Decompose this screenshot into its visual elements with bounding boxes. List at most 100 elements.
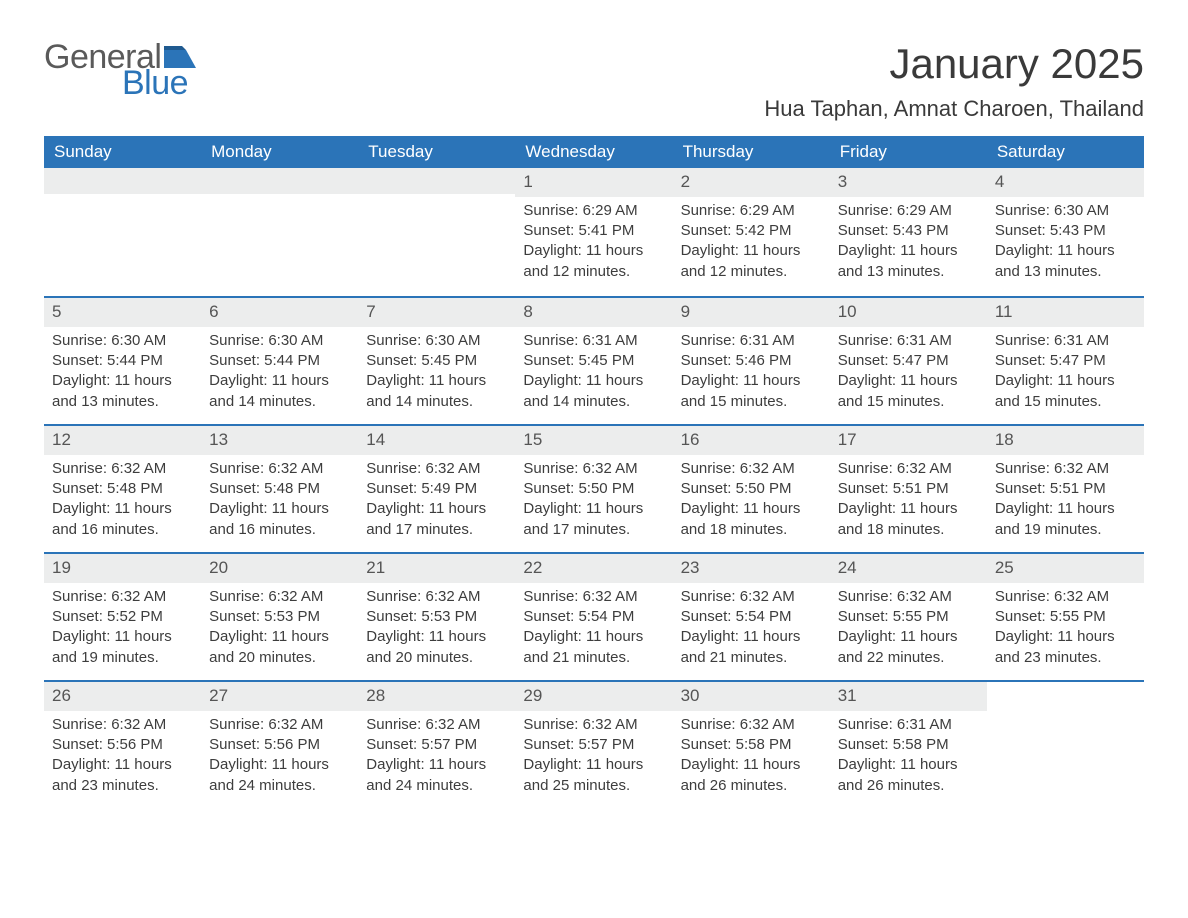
day-body: Sunrise: 6:32 AMSunset: 5:57 PMDaylight:… [358,711,515,806]
calendar-day-cell: 9Sunrise: 6:31 AMSunset: 5:46 PMDaylight… [673,298,830,424]
day-number: 25 [987,554,1144,583]
calendar-day-cell: 7Sunrise: 6:30 AMSunset: 5:45 PMDaylight… [358,298,515,424]
day-number: 5 [44,298,201,327]
calendar-day-cell: 10Sunrise: 6:31 AMSunset: 5:47 PMDayligh… [830,298,987,424]
day-number: 8 [515,298,672,327]
calendar-day-cell: 30Sunrise: 6:32 AMSunset: 5:58 PMDayligh… [673,682,830,808]
day-body: Sunrise: 6:32 AMSunset: 5:55 PMDaylight:… [987,583,1144,678]
daylight-line: Daylight: 11 hours and 20 minutes. [366,627,507,668]
daylight-line: Daylight: 11 hours and 15 minutes. [838,371,979,412]
logo-word-blue: Blue [122,66,188,100]
sunrise-line: Sunrise: 6:29 AM [523,201,664,221]
day-number: 31 [830,682,987,711]
day-number: 19 [44,554,201,583]
daylight-line: Daylight: 11 hours and 12 minutes. [681,241,822,282]
sunset-line: Sunset: 5:50 PM [523,479,664,499]
daylight-line: Daylight: 11 hours and 18 minutes. [681,499,822,540]
day-number: 15 [515,426,672,455]
calendar-day-cell: 27Sunrise: 6:32 AMSunset: 5:56 PMDayligh… [201,682,358,808]
sunrise-line: Sunrise: 6:32 AM [209,715,350,735]
day-body [44,194,201,208]
daylight-line: Daylight: 11 hours and 19 minutes. [52,627,193,668]
weekday-header-cell: Monday [201,136,358,168]
calendar-day-cell: 20Sunrise: 6:32 AMSunset: 5:53 PMDayligh… [201,554,358,680]
sunrise-line: Sunrise: 6:30 AM [209,331,350,351]
sunset-line: Sunset: 5:42 PM [681,221,822,241]
sunrise-line: Sunrise: 6:32 AM [52,587,193,607]
day-number: 23 [673,554,830,583]
day-number: 24 [830,554,987,583]
calendar-day-cell: 4Sunrise: 6:30 AMSunset: 5:43 PMDaylight… [987,168,1144,296]
sunset-line: Sunset: 5:45 PM [366,351,507,371]
calendar-day-cell: 16Sunrise: 6:32 AMSunset: 5:50 PMDayligh… [673,426,830,552]
day-number: 26 [44,682,201,711]
sunset-line: Sunset: 5:48 PM [52,479,193,499]
daylight-line: Daylight: 11 hours and 13 minutes. [52,371,193,412]
daylight-line: Daylight: 11 hours and 13 minutes. [838,241,979,282]
calendar-day-cell [358,168,515,296]
daylight-line: Daylight: 11 hours and 16 minutes. [52,499,193,540]
day-number: 18 [987,426,1144,455]
daylight-line: Daylight: 11 hours and 26 minutes. [838,755,979,796]
daylight-line: Daylight: 11 hours and 17 minutes. [366,499,507,540]
calendar-day-cell: 19Sunrise: 6:32 AMSunset: 5:52 PMDayligh… [44,554,201,680]
daylight-line: Daylight: 11 hours and 24 minutes. [209,755,350,796]
day-body: Sunrise: 6:29 AMSunset: 5:42 PMDaylight:… [673,197,830,292]
sunset-line: Sunset: 5:47 PM [995,351,1136,371]
page-header: General Blue January 2025 Hua Taphan, Am… [44,40,1144,122]
daylight-line: Daylight: 11 hours and 26 minutes. [681,755,822,796]
day-body: Sunrise: 6:30 AMSunset: 5:45 PMDaylight:… [358,327,515,422]
weekday-header-cell: Saturday [987,136,1144,168]
calendar-week-row: 1Sunrise: 6:29 AMSunset: 5:41 PMDaylight… [44,168,1144,296]
daylight-line: Daylight: 11 hours and 23 minutes. [995,627,1136,668]
calendar-day-cell: 22Sunrise: 6:32 AMSunset: 5:54 PMDayligh… [515,554,672,680]
sunrise-line: Sunrise: 6:32 AM [366,715,507,735]
day-body: Sunrise: 6:32 AMSunset: 5:53 PMDaylight:… [358,583,515,678]
sunrise-line: Sunrise: 6:29 AM [681,201,822,221]
calendar-day-cell: 1Sunrise: 6:29 AMSunset: 5:41 PMDaylight… [515,168,672,296]
day-body: Sunrise: 6:29 AMSunset: 5:41 PMDaylight:… [515,197,672,292]
sunrise-line: Sunrise: 6:30 AM [995,201,1136,221]
sunrise-line: Sunrise: 6:32 AM [995,587,1136,607]
daylight-line: Daylight: 11 hours and 12 minutes. [523,241,664,282]
sunset-line: Sunset: 5:58 PM [838,735,979,755]
day-number: 1 [515,168,672,197]
day-body: Sunrise: 6:32 AMSunset: 5:50 PMDaylight:… [515,455,672,550]
sunrise-line: Sunrise: 6:31 AM [838,331,979,351]
day-number [358,168,515,194]
calendar-day-cell: 3Sunrise: 6:29 AMSunset: 5:43 PMDaylight… [830,168,987,296]
weekday-header-cell: Wednesday [515,136,672,168]
daylight-line: Daylight: 11 hours and 19 minutes. [995,499,1136,540]
day-number [44,168,201,194]
sunset-line: Sunset: 5:53 PM [366,607,507,627]
daylight-line: Daylight: 11 hours and 23 minutes. [52,755,193,796]
day-number: 29 [515,682,672,711]
day-body: Sunrise: 6:32 AMSunset: 5:49 PMDaylight:… [358,455,515,550]
sunrise-line: Sunrise: 6:32 AM [681,587,822,607]
location-subtitle: Hua Taphan, Amnat Charoen, Thailand [764,96,1144,122]
sunrise-line: Sunrise: 6:32 AM [523,715,664,735]
day-number: 10 [830,298,987,327]
sunset-line: Sunset: 5:53 PM [209,607,350,627]
day-body: Sunrise: 6:32 AMSunset: 5:53 PMDaylight:… [201,583,358,678]
sunrise-line: Sunrise: 6:32 AM [366,459,507,479]
month-title: January 2025 [764,40,1144,88]
daylight-line: Daylight: 11 hours and 24 minutes. [366,755,507,796]
day-body: Sunrise: 6:30 AMSunset: 5:43 PMDaylight:… [987,197,1144,292]
calendar-day-cell: 23Sunrise: 6:32 AMSunset: 5:54 PMDayligh… [673,554,830,680]
sunset-line: Sunset: 5:44 PM [209,351,350,371]
sunrise-line: Sunrise: 6:32 AM [995,459,1136,479]
day-number: 7 [358,298,515,327]
daylight-line: Daylight: 11 hours and 15 minutes. [681,371,822,412]
calendar-day-cell: 17Sunrise: 6:32 AMSunset: 5:51 PMDayligh… [830,426,987,552]
day-body: Sunrise: 6:31 AMSunset: 5:58 PMDaylight:… [830,711,987,806]
sunset-line: Sunset: 5:57 PM [366,735,507,755]
sunset-line: Sunset: 5:55 PM [838,607,979,627]
sunset-line: Sunset: 5:57 PM [523,735,664,755]
day-body: Sunrise: 6:29 AMSunset: 5:43 PMDaylight:… [830,197,987,292]
day-body: Sunrise: 6:31 AMSunset: 5:45 PMDaylight:… [515,327,672,422]
sunrise-line: Sunrise: 6:32 AM [838,587,979,607]
sunset-line: Sunset: 5:51 PM [838,479,979,499]
day-body: Sunrise: 6:32 AMSunset: 5:51 PMDaylight:… [830,455,987,550]
sunrise-line: Sunrise: 6:32 AM [52,715,193,735]
